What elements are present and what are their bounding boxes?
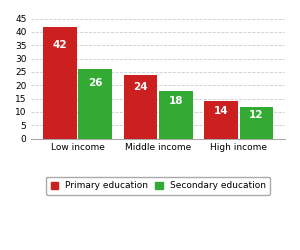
Text: 12: 12 [249, 110, 264, 120]
Text: 42: 42 [52, 40, 67, 50]
Bar [159, 90, 193, 138]
Text: 14: 14 [214, 106, 228, 116]
Bar [78, 69, 112, 138]
Bar [240, 106, 274, 138]
Text: 18: 18 [169, 96, 183, 106]
Text: 24: 24 [133, 82, 148, 92]
Bar [43, 26, 77, 138]
Legend: Primary education, Secondary education: Primary education, Secondary education [46, 177, 270, 195]
Bar [124, 74, 158, 138]
Bar [204, 101, 238, 138]
Text: 26: 26 [88, 78, 103, 88]
